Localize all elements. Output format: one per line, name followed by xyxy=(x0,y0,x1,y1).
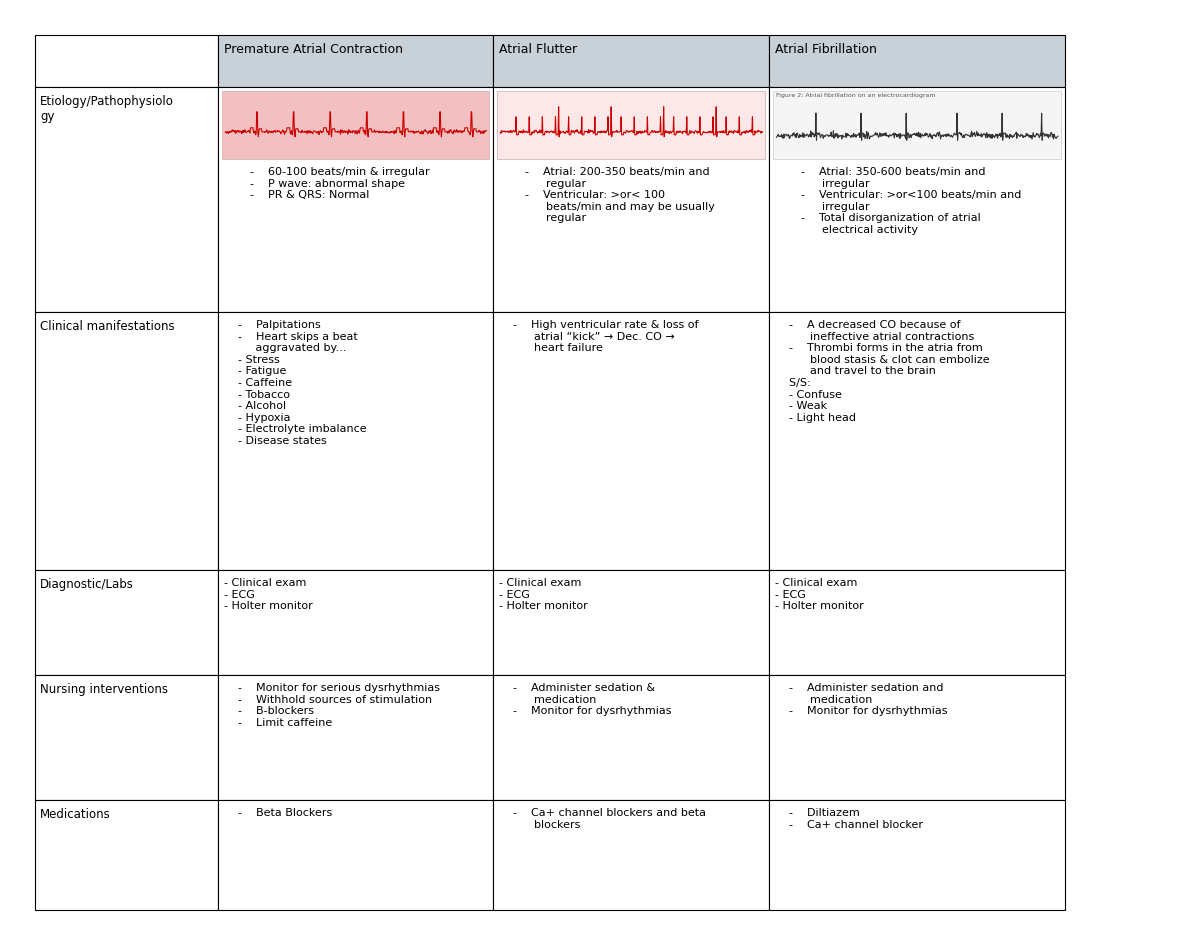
Text: -    Monitor for serious dysrhythmias
    -    Withhold sources of stimulation
 : - Monitor for serious dysrhythmias - Wit… xyxy=(224,683,440,728)
Bar xyxy=(493,87,769,312)
Text: Atrial Flutter: Atrial Flutter xyxy=(499,43,577,56)
Text: - Clinical exam
- ECG
- Holter monitor: - Clinical exam - ECG - Holter monitor xyxy=(499,578,588,611)
Bar xyxy=(773,91,1061,159)
Text: Atrial Fibrillation: Atrial Fibrillation xyxy=(775,43,877,56)
Bar xyxy=(218,312,493,570)
Text: -    Atrial: 200-350 beats/min and
          regular
    -    Ventricular: >or< : - Atrial: 200-350 beats/min and regular … xyxy=(511,167,715,223)
Text: Premature Atrial Contraction: Premature Atrial Contraction xyxy=(224,43,403,56)
Bar xyxy=(35,570,218,675)
Bar xyxy=(218,675,493,800)
Bar xyxy=(218,570,493,675)
Bar xyxy=(35,35,218,87)
Text: -    High ventricular rate & loss of
          atrial “kick” → Dec. CO →
       : - High ventricular rate & loss of atrial… xyxy=(499,320,698,353)
Bar xyxy=(769,35,1066,87)
Bar xyxy=(218,35,493,87)
Text: - Clinical exam
- ECG
- Holter monitor: - Clinical exam - ECG - Holter monitor xyxy=(224,578,313,611)
Text: -    A decreased CO because of
          ineffective atrial contractions
    -  : - A decreased CO because of ineffective … xyxy=(775,320,990,423)
Bar xyxy=(769,570,1066,675)
Text: Etiology/Pathophysiolo
gy: Etiology/Pathophysiolo gy xyxy=(40,95,174,123)
Text: -    60-100 beats/min & irregular
    -    P wave: abnormal shape
    -    PR & : - 60-100 beats/min & irregular - P wave:… xyxy=(236,167,430,200)
Bar xyxy=(493,570,769,675)
Text: - Clinical exam
- ECG
- Holter monitor: - Clinical exam - ECG - Holter monitor xyxy=(775,578,864,611)
Bar xyxy=(493,800,769,910)
Bar xyxy=(497,91,766,159)
Bar xyxy=(35,87,218,312)
Text: -    Palpitations
    -    Heart skips a beat
         aggravated by...
    - St: - Palpitations - Heart skips a beat aggr… xyxy=(224,320,367,446)
Bar xyxy=(35,675,218,800)
Bar xyxy=(218,800,493,910)
Text: -    Administer sedation &
          medication
    -    Monitor for dysrhythmia: - Administer sedation & medication - Mon… xyxy=(499,683,672,717)
Text: Diagnostic/Labs: Diagnostic/Labs xyxy=(40,578,134,591)
Text: Clinical manifestations: Clinical manifestations xyxy=(40,320,175,333)
Bar xyxy=(222,91,490,159)
Bar xyxy=(493,312,769,570)
Text: Medications: Medications xyxy=(40,808,110,821)
Bar xyxy=(218,87,493,312)
Bar xyxy=(35,312,218,570)
Bar xyxy=(493,35,769,87)
Text: -    Beta Blockers: - Beta Blockers xyxy=(224,808,332,818)
Bar xyxy=(769,87,1066,312)
Text: -    Diltiazem
    -    Ca+ channel blocker: - Diltiazem - Ca+ channel blocker xyxy=(775,808,923,830)
Text: -    Atrial: 350-600 beats/min and
          irregular
    -    Ventricular: >or: - Atrial: 350-600 beats/min and irregula… xyxy=(787,167,1021,235)
Bar xyxy=(35,800,218,910)
Bar xyxy=(769,675,1066,800)
Text: -    Administer sedation and
          medication
    -    Monitor for dysrhythm: - Administer sedation and medication - M… xyxy=(775,683,948,717)
Text: -    Ca+ channel blockers and beta
          blockers: - Ca+ channel blockers and beta blockers xyxy=(499,808,707,830)
Text: Nursing interventions: Nursing interventions xyxy=(40,683,168,696)
Bar xyxy=(493,675,769,800)
Bar xyxy=(769,800,1066,910)
Text: Figure 2: Atrial fibrillation on an electrocardiogram: Figure 2: Atrial fibrillation on an elec… xyxy=(776,93,936,98)
Bar xyxy=(769,312,1066,570)
